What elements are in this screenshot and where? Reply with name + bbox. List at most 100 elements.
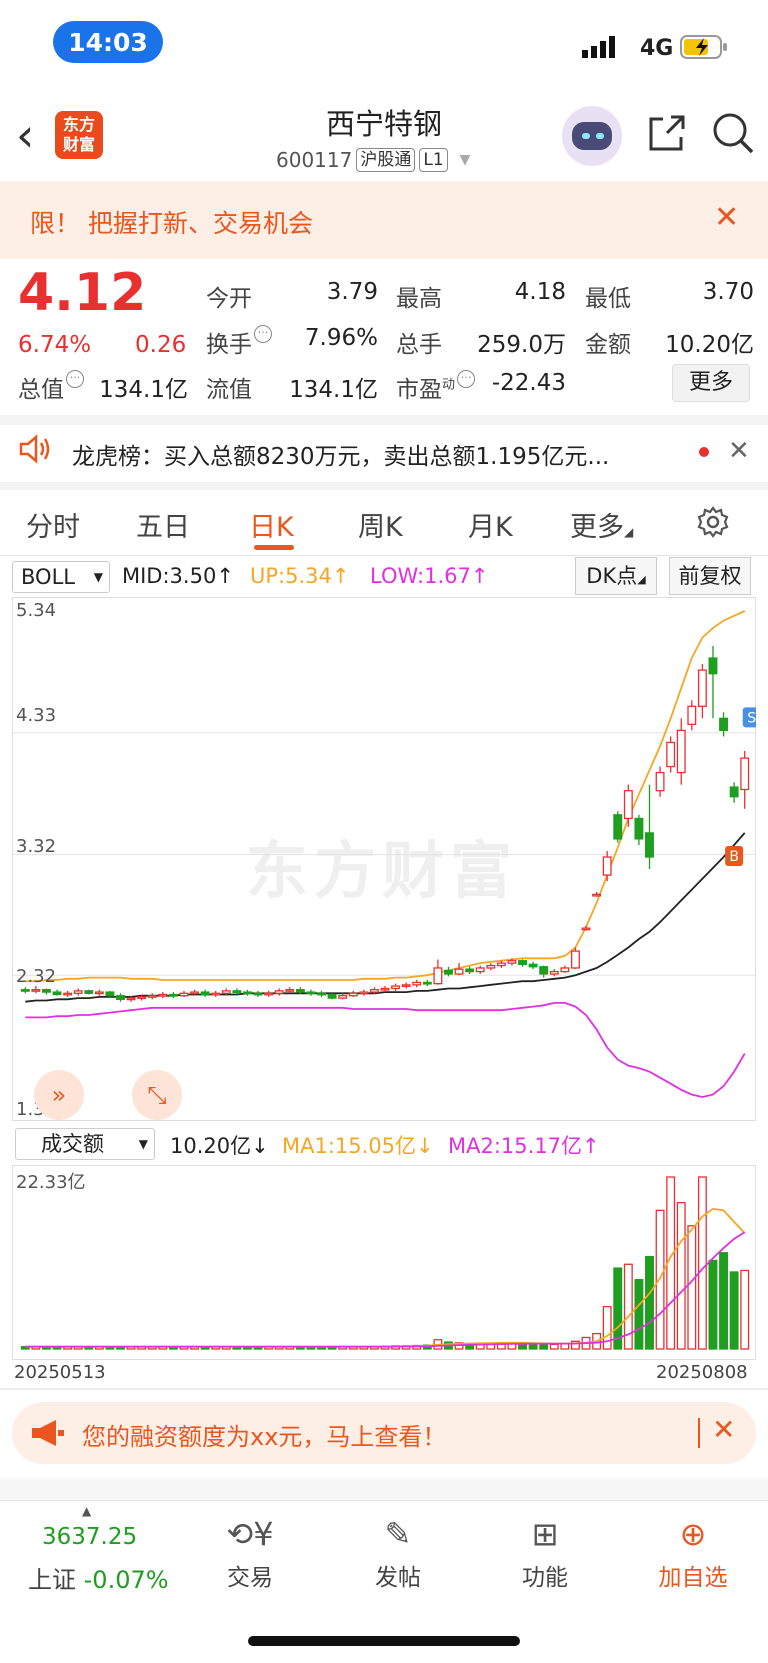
share-icon[interactable] [645,113,687,155]
financing-banner[interactable] [12,1402,756,1464]
home-indicator [248,1636,520,1646]
promo-banner[interactable] [0,181,768,259]
back-icon[interactable]: ‹ [16,108,35,162]
volume-bar [697,1176,707,1350]
candle [602,856,612,876]
adjust-button[interactable]: 前复权 [669,557,751,595]
candle [708,657,718,675]
end-date: 20250808 [656,1362,748,1383]
volume-ma1: MA1:15.05亿↓ [282,1134,434,1158]
dragon-close-icon[interactable]: ✕ [728,436,750,466]
volume-label: 总手 [396,332,442,358]
indicator-select[interactable]: BOLL ▼ [12,561,110,593]
promo-close-icon[interactable]: ✕ [714,200,740,235]
candle [719,717,729,732]
tab-month-k[interactable]: 月K [468,512,513,543]
candle [63,992,73,996]
candle [507,960,517,964]
boll-low: LOW:1.67↑ [370,564,489,588]
app-logo: 东方 财富 [55,111,103,159]
candle [581,927,591,931]
boll-up-line [25,610,746,983]
amount-label: 金额 [585,332,631,358]
volume-bar [719,1252,729,1350]
candle [549,970,559,975]
candle [592,893,602,897]
nav-add-favorite[interactable]: ⊕ 加自选 [638,1510,748,1592]
megaphone-icon [32,1420,64,1446]
kline-chart-frame [12,597,756,1121]
settings-icon[interactable] [696,505,730,539]
candle [518,960,527,965]
expand-left-icon[interactable]: » [34,1070,84,1120]
candle [84,990,94,994]
volume-bar [645,1255,654,1350]
candle [179,992,189,997]
candle [634,817,644,840]
tab-week-k[interactable]: 周K [358,512,403,543]
candle [444,969,453,975]
tab-five-day[interactable]: 五日 [136,512,190,543]
buy-marker [725,846,744,867]
fullscreen-icon[interactable]: ⤡ [132,1070,182,1120]
volume-bar [549,1343,559,1350]
candle [486,964,496,969]
info-icon[interactable]: ··· [457,370,476,388]
candle [221,990,231,994]
open-label: 今开 [206,286,252,312]
dragon-tiger-text[interactable]: 龙虎榜：买入总额8230万元，卖出总额1.195亿元... [72,444,610,470]
volume-value: 259.0万 [477,332,566,358]
candle [264,992,274,996]
info-icon[interactable]: ··· [66,370,84,388]
candle [729,786,739,798]
candle [465,968,475,973]
y-axis-label: 4.33 [16,705,57,726]
candle [94,991,104,995]
tab-day-k[interactable]: 日K [249,512,294,543]
volume-bar [539,1343,549,1350]
candle [105,991,115,997]
volume-ma2-line [25,1231,746,1348]
candle [232,990,242,994]
candle [253,992,263,996]
search-icon[interactable] [712,112,756,156]
tab-more[interactable]: 更多◢ [570,512,634,543]
candle [338,995,348,999]
kline-chart[interactable]: SB [12,597,756,1121]
index-value[interactable]: 3637.25 [42,1524,138,1550]
robot-icon [572,122,612,150]
financing-text[interactable]: 您的融资额度为xx元，马上查看！ [82,1423,447,1451]
volume-bar [623,1263,633,1350]
volume-bar [613,1267,623,1350]
financing-close-icon[interactable]: ✕ [712,1413,736,1446]
tab-timeshare[interactable]: 分时 [26,512,80,543]
candle [274,990,284,994]
volume-value: 10.20亿↓ [170,1134,269,1158]
candle [285,989,295,992]
unread-dot [699,447,709,457]
level-tag: L1 [419,148,448,172]
nav-functions[interactable]: ⊞ 功能 [490,1510,600,1592]
separator [698,1418,700,1448]
low-label: 最低 [585,286,631,312]
y-axis-label: 5.34 [16,600,57,621]
dk-point-button[interactable]: DK点◢ [575,557,657,595]
nav-post[interactable]: ✎ 发帖 [343,1510,453,1592]
more-button[interactable]: 更多 [672,364,750,402]
y-axis-label: 2.32 [16,966,57,987]
volume-bar [676,1201,686,1350]
promo-text[interactable]: 限！ 把握打新、交易机会 [30,209,313,238]
candle [697,669,707,707]
candle [369,989,379,993]
volume-bar [634,1279,644,1350]
nav-trade[interactable]: ⟲¥ 交易 [195,1510,305,1592]
info-icon[interactable]: ··· [254,325,272,343]
candle [168,993,178,997]
volume-chart[interactable] [12,1165,756,1360]
divider [0,1388,768,1390]
volume-indicator-select[interactable]: 成交额 ▼ [15,1128,155,1160]
index-item[interactable]: 上证 -0.07% [28,1566,169,1594]
caret-down-icon[interactable]: ▼ [459,152,471,168]
stock-subtitle: 600117 沪股通 L1 ▼ [276,148,470,172]
